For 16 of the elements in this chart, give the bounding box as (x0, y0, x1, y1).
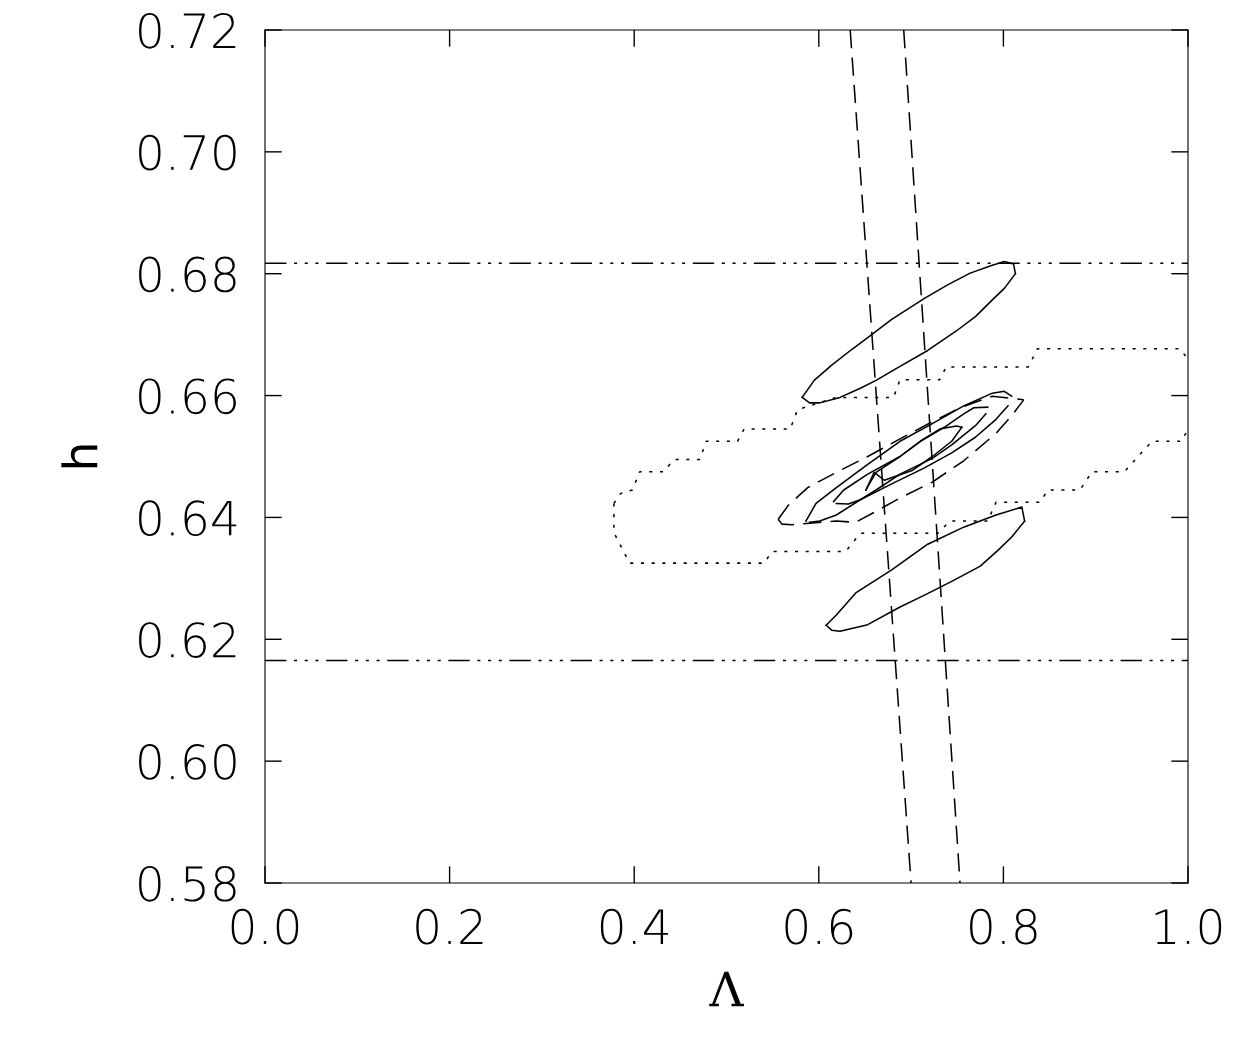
x-tick-label: 0.2 (416, 908, 483, 945)
x-tick-label: 0.8 (970, 908, 1037, 945)
y-tick-label: 0.60 (139, 744, 236, 780)
x-tick-label: 1.0 (1155, 908, 1222, 945)
x-axis-title: Λ (709, 971, 745, 1007)
y-axis-title: h (61, 445, 98, 468)
x-tick-label: 0.0 (231, 908, 299, 945)
y-tick-label: 0.58 (139, 865, 236, 902)
x-tick-label: 0.6 (785, 908, 853, 945)
y-tick-label: 0.72 (139, 12, 236, 49)
x-tick-label: 0.4 (600, 908, 668, 945)
y-tick-label: 0.64 (139, 500, 237, 537)
y-tick-label: 0.68 (139, 256, 236, 293)
y-tick-label: 0.62 (139, 622, 236, 658)
y-tick-label: 0.66 (139, 378, 236, 415)
y-tick-label: 0.70 (139, 134, 236, 171)
